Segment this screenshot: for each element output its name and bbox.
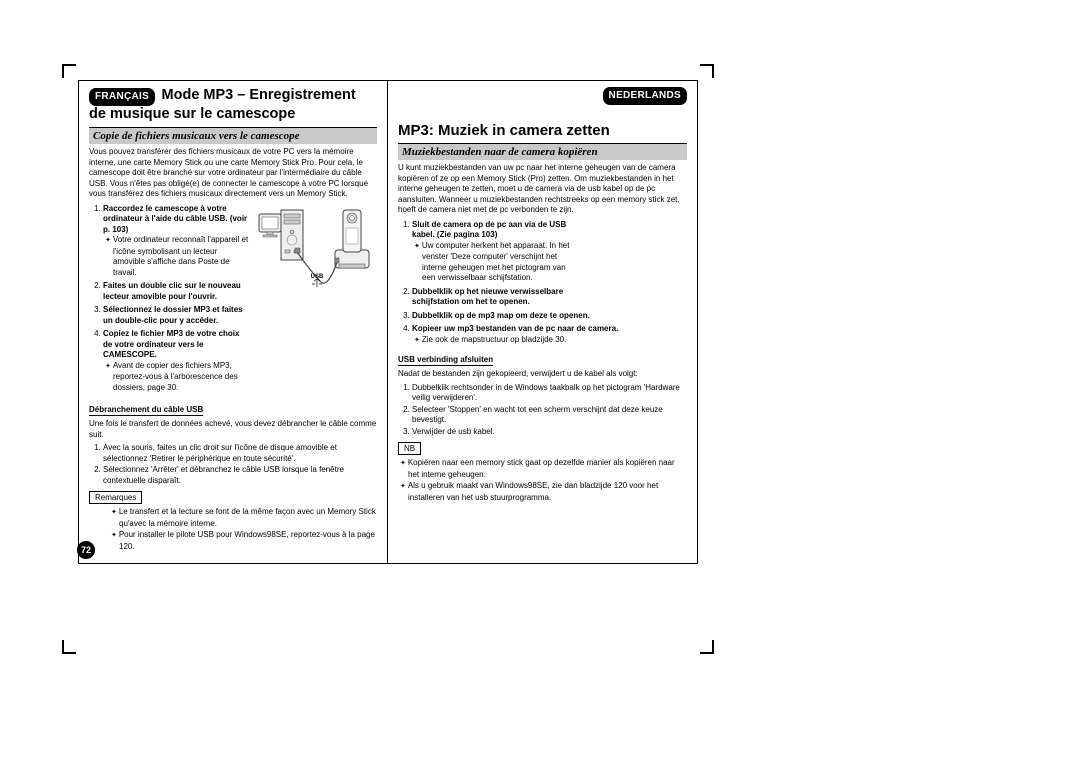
step-head: Dubbelklik op de mp3 map om deze te open…: [412, 311, 590, 320]
lang-badge-nl: NEDERLANDS: [603, 87, 687, 105]
step-sub: Avant de copier des fichiers MP3, report…: [103, 361, 251, 394]
subheading-nl: Muziekbestanden naar de camera kopiëren: [398, 143, 687, 160]
step-head: Copiez le fichier MP3 de votre choix de …: [103, 329, 239, 359]
step-fr-1: Raccordez le camescope à votre ordinateu…: [103, 204, 251, 279]
intro-fr: Vous pouvez transférer des fichiers musi…: [89, 147, 377, 200]
step-nl-1: Sluit de camera op de pc aan via de USB …: [412, 220, 572, 284]
crop-mark-tr: [700, 64, 714, 78]
crop-mark-tl: [62, 64, 76, 78]
notes-label-nl: NB: [398, 442, 421, 455]
title-row-left: FRANÇAIS Mode MP3 – Enregistrement: [89, 87, 377, 106]
step-sub: Uw computer herkent het apparaat. In het…: [412, 241, 572, 284]
intro-nl: U kunt muziekbestanden van uw pc naar he…: [398, 163, 687, 216]
column-french: FRANÇAIS Mode MP3 – Enregistrement de mu…: [79, 81, 388, 563]
lang-badge-fr: FRANÇAIS: [89, 88, 155, 106]
connection-illustration: USB: [257, 204, 377, 300]
disconnect-steps-fr: Avec la souris, faites un clic droit sur…: [89, 443, 377, 486]
note-item: Le transfert et la lecture se font de la…: [109, 507, 377, 529]
step-nl-4: Kopieer uw mp3 bestanden van de pc naar …: [412, 324, 683, 346]
manual-page: FRANÇAIS Mode MP3 – Enregistrement de mu…: [78, 80, 698, 564]
disc-step: Avec la souris, faites un clic droit sur…: [103, 443, 377, 464]
steps-list-nl: Sluit de camera op de pc aan via de USB …: [398, 220, 687, 347]
title-nl: MP3: Muziek in camera zetten: [398, 122, 687, 139]
page-number-badge: 72: [77, 541, 95, 559]
steps-text-fr: Raccordez le camescope à votre ordinateu…: [89, 204, 251, 397]
disconnect-head-fr: Débranchement du câble USB: [89, 405, 203, 416]
notes-label-fr: Remarques: [89, 491, 142, 504]
disc-step: Sélectionnez 'Arrêter' et débranchez le …: [103, 465, 377, 486]
step-fr-3: Sélectionnez le dossier MP3 et faites un…: [103, 305, 251, 326]
title-fr-line1: Mode MP3 – Enregistrement: [162, 87, 356, 103]
note-item: Kopiëren naar een memory stick gaat op d…: [398, 458, 687, 480]
title-fr-line2: de musique sur le camescope: [89, 106, 377, 123]
disc-step: Selecteer 'Stoppen' en wacht tot een sch…: [412, 405, 687, 426]
disc-step: Dubbelklik rechtsonder in de Windows taa…: [412, 383, 687, 404]
note-item: Als u gebruik maakt van Windows98SE, zie…: [398, 481, 687, 503]
steps-row-fr: Raccordez le camescope à votre ordinateu…: [89, 204, 377, 397]
step-head: Raccordez le camescope à votre ordinateu…: [103, 204, 247, 234]
step-head: Sluit de camera op de pc aan via de USB …: [412, 220, 566, 240]
step-head: Kopieer uw mp3 bestanden van de pc naar …: [412, 324, 618, 333]
step-head: Sélectionnez le dossier MP3 et faites un…: [103, 305, 243, 325]
disconnect-head-nl: USB verbinding afsluiten: [398, 355, 493, 366]
step-nl-3: Dubbelklik op de mp3 map om deze te open…: [412, 311, 683, 322]
step-fr-2: Faites un double clic sur le nouveau lec…: [103, 281, 251, 302]
note-item: Pour installer le pilote USB pour Window…: [109, 530, 377, 552]
disconnect-steps-nl: Dubbelklik rechtsonder in de Windows taa…: [398, 383, 687, 438]
steps-list-fr: Raccordez le camescope à votre ordinateu…: [89, 204, 251, 394]
notes-list-fr: Le transfert et la lecture se font de la…: [109, 507, 377, 552]
step-head: Faites un double clic sur le nouveau lec…: [103, 281, 241, 301]
disconnect-intro-fr: Une fois le transfert de données achevé,…: [89, 419, 377, 440]
column-dutch: NEDERLANDS MP3: Muziek in camera zetten …: [388, 81, 697, 563]
disconnect-intro-nl: Nadat de bestanden zijn gekopieerd, verw…: [398, 369, 687, 380]
step-nl-2: Dubbelklik op het nieuwe verwisselbare s…: [412, 287, 592, 308]
step-sub: Zie ook de mapstructuur op bladzijde 30.: [412, 335, 683, 347]
badge-row-right: NEDERLANDS: [398, 87, 687, 105]
crop-mark-bl: [62, 640, 76, 654]
step-fr-4: Copiez le fichier MP3 de votre choix de …: [103, 329, 251, 393]
subheading-fr: Copie de fichiers musicaux vers le cames…: [89, 127, 377, 144]
crop-mark-br: [700, 640, 714, 654]
step-sub: Votre ordinateur reconnaît l'appareil et…: [103, 235, 251, 278]
notes-list-nl: Kopiëren naar een memory stick gaat op d…: [398, 458, 687, 503]
step-head: Dubbelklik op het nieuwe verwisselbare s…: [412, 287, 563, 307]
disc-step: Verwijder de usb kabel.: [412, 427, 687, 438]
